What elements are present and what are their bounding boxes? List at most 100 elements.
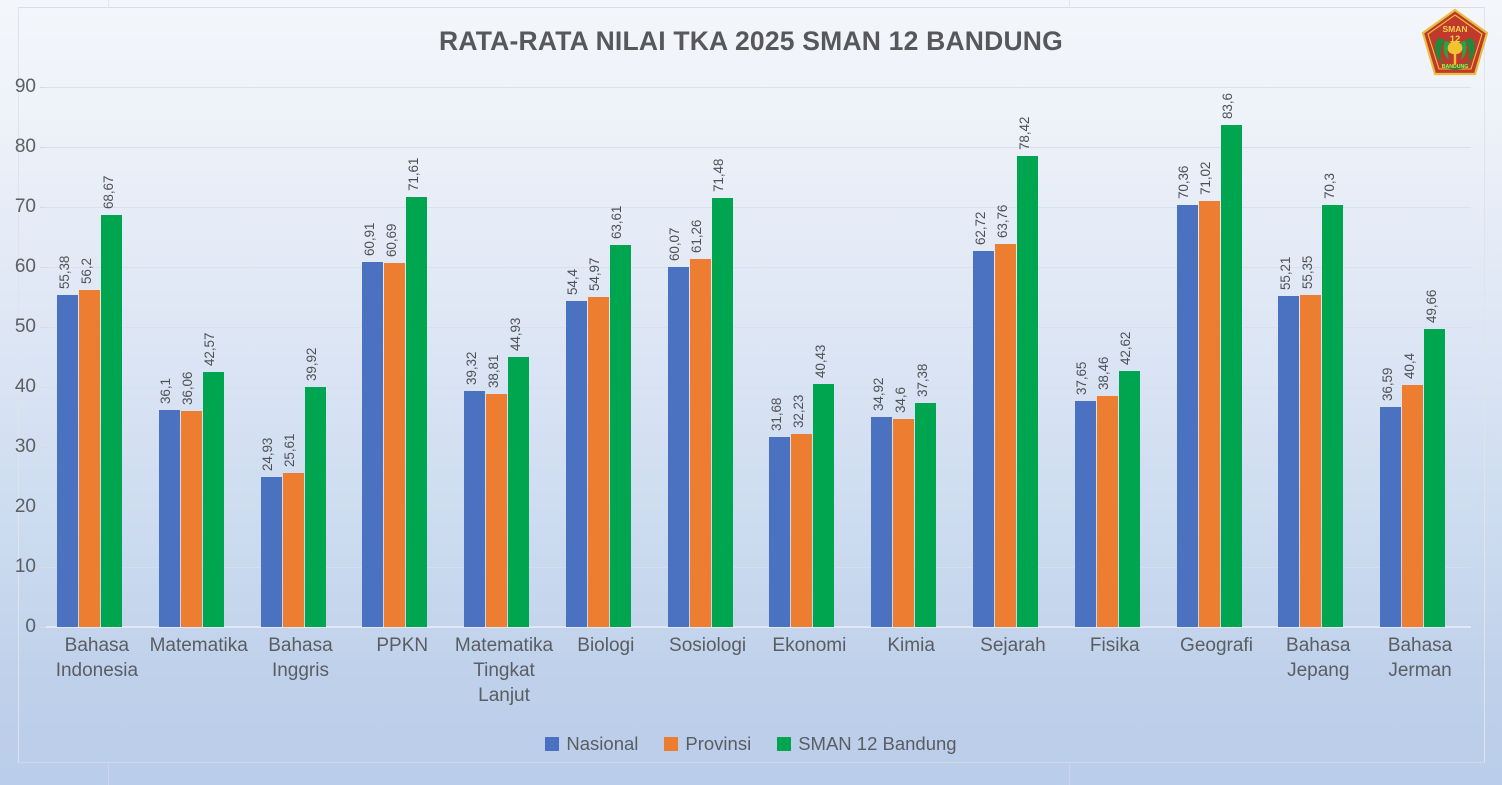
bar[interactable] [1424,329,1446,627]
bar-slot: 40,4 [1402,353,1424,627]
bar[interactable] [609,245,631,627]
bar[interactable] [1220,125,1242,627]
bar[interactable] [711,198,733,627]
bar[interactable] [464,391,486,627]
bar-group-bars: 60,07 61,26 71,48 [657,87,759,627]
bar-group: 34,92 34,6 37,38 [860,87,962,627]
frame-top-border [18,7,1485,8]
bar-group: 60,07 61,26 71,48 [657,87,759,627]
bar[interactable] [158,410,180,627]
gridline [46,267,1471,268]
bar-value-label: 63,76 [994,205,1010,239]
bar-slot: 38,81 [486,355,508,627]
x-axis-category-label: Biologi [577,635,635,656]
legend-item[interactable]: Provinsi [664,733,751,755]
bar-value-label: 24,93 [260,438,276,472]
bar[interactable] [1074,401,1096,627]
bar-slot: 61,26 [689,220,711,627]
bar[interactable] [973,250,995,627]
bar[interactable] [667,266,689,627]
legend-item[interactable]: Nasional [545,733,638,755]
bar[interactable] [508,357,530,627]
bar-slot: 34,6 [893,388,915,627]
bar[interactable] [893,419,915,627]
bar-slot: 36,1 [158,379,180,627]
bar[interactable] [101,214,122,627]
bar[interactable] [1278,295,1300,627]
bar[interactable] [79,289,100,627]
bar[interactable] [915,402,937,627]
bar-value-label: 71,48 [711,158,727,193]
bar[interactable] [1198,200,1220,627]
bar-value-label: 63,61 [609,206,625,240]
bar-group-bars: 34,92 34,6 37,38 [860,87,962,627]
bar[interactable] [406,197,428,627]
x-axis-category-label: Ekonomi [772,635,847,656]
bar-value-label: 49,66 [1423,289,1439,324]
bar[interactable] [1300,294,1322,627]
y-axis-tick-mark [40,207,46,208]
bar-value-label: 61,26 [689,220,705,254]
y-axis-tick-label: 90 [14,76,36,97]
bar-group-bars: 39,32 38,81 44,93 [453,87,555,627]
bar[interactable] [282,473,304,627]
bar[interactable] [1118,371,1140,627]
bar-slot: 63,61 [609,206,631,627]
svg-text:BANDUNG: BANDUNG [1442,64,1469,70]
bar[interactable] [1402,384,1424,627]
bar-value-label: 34,6 [892,387,908,414]
bar[interactable] [384,262,406,627]
bar[interactable] [1322,205,1344,627]
bar[interactable] [260,477,282,627]
bar-value-label: 78,42 [1016,117,1032,151]
bar-slot: 36,59 [1380,368,1402,627]
bar-slot: 56,2 [79,258,100,627]
bar[interactable] [791,433,813,627]
bar-value-label: 55,21 [1277,256,1293,290]
legend-label: SMAN 12 Bandung [798,733,957,754]
bar[interactable] [1017,156,1039,627]
bar-value-label: 55,35 [1299,255,1315,289]
bar-group: 36,1 36,06 42,57 [148,87,250,627]
y-axis-tick-mark [40,267,46,268]
gridline [46,447,1471,448]
bar-value-label: 60,69 [383,223,399,257]
bar-value-label: 42,62 [1118,331,1134,366]
bar[interactable] [486,394,508,627]
bar[interactable] [587,297,609,627]
bar-group: 31,68 32,23 40,43 [758,87,860,627]
bar-value-label: 54,97 [587,257,603,292]
bar[interactable] [57,294,78,627]
bar-value-label: 25,61 [282,434,298,468]
x-axis-category-label: PPKN [376,635,429,656]
bar-slot: 42,57 [202,332,224,627]
y-axis-tick-label: 10 [14,556,36,577]
bar[interactable] [813,384,835,627]
bar[interactable] [1096,396,1118,627]
legend-item[interactable]: SMAN 12 Bandung [777,733,957,755]
bar[interactable] [565,300,587,627]
bar-group-bars: 36,59 40,4 49,66 [1369,87,1471,627]
bar[interactable] [871,417,893,627]
bar[interactable] [180,410,202,627]
bar[interactable] [995,244,1017,627]
bar-slot: 39,92 [304,348,326,627]
bar-value-label: 39,32 [463,351,479,386]
y-axis-tick-mark [40,567,46,568]
bar[interactable] [1380,407,1402,627]
bar[interactable] [1176,204,1198,627]
bar[interactable] [689,259,711,627]
legend-swatch-icon [664,737,679,751]
bar[interactable] [769,436,791,627]
bar-slot: 36,06 [180,371,202,627]
bar[interactable] [304,387,326,627]
bar-value-label: 40,4 [1401,352,1417,379]
bar-value-label: 70,3 [1321,173,1337,200]
gridline [46,507,1471,508]
bar-value-label: 71,02 [1198,161,1214,195]
legend-label: Provinsi [685,733,752,754]
x-axis-category-label: Bahasa Jerman [1387,635,1453,681]
bar[interactable] [362,261,384,627]
bar-value-label: 60,07 [667,227,683,261]
bar[interactable] [202,371,224,627]
